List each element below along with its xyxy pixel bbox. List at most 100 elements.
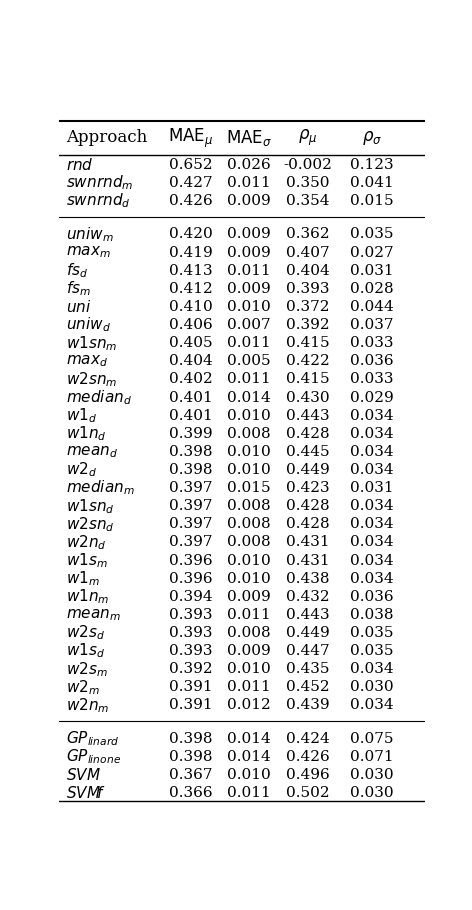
Text: 0.401: 0.401	[169, 409, 212, 422]
Text: 0.009: 0.009	[228, 590, 271, 603]
Text: 0.398: 0.398	[169, 463, 212, 477]
Text: 0.398: 0.398	[169, 445, 212, 459]
Text: 0.393: 0.393	[169, 608, 212, 622]
Text: 0.123: 0.123	[350, 157, 394, 172]
Text: 0.496: 0.496	[286, 768, 329, 783]
Text: 0.071: 0.071	[350, 750, 394, 764]
Text: 0.420: 0.420	[169, 228, 212, 241]
Text: 0.445: 0.445	[286, 445, 329, 459]
Text: 0.405: 0.405	[169, 336, 212, 350]
Text: 0.452: 0.452	[286, 681, 329, 694]
Text: 0.010: 0.010	[228, 300, 271, 314]
Text: 0.399: 0.399	[169, 427, 212, 440]
Text: $\mathit{w2}_{\mathit{d}}$: $\mathit{w2}_{\mathit{d}}$	[66, 460, 97, 480]
Text: 0.033: 0.033	[350, 372, 394, 387]
Text: 0.407: 0.407	[286, 246, 329, 259]
Text: $\mathit{GP}_{\mathit{linone}}$: $\mathit{GP}_{\mathit{linone}}$	[66, 748, 121, 766]
Text: 0.011: 0.011	[228, 264, 271, 278]
Text: 0.027: 0.027	[350, 246, 394, 259]
Text: 0.350: 0.350	[286, 176, 329, 190]
Text: 0.367: 0.367	[169, 768, 212, 783]
Text: $\mathit{w1sn}_{\mathit{d}}$: $\mathit{w1sn}_{\mathit{d}}$	[66, 497, 115, 516]
Text: 0.431: 0.431	[286, 535, 329, 550]
Text: 0.397: 0.397	[169, 481, 212, 495]
Text: $\mathit{GP}_{\mathit{linard}}$: $\mathit{GP}_{\mathit{linard}}$	[66, 730, 120, 748]
Text: $\mathit{median}_{\mathit{m}}$: $\mathit{median}_{\mathit{m}}$	[66, 479, 135, 498]
Text: $\mathit{w2s}_{\mathit{m}}$: $\mathit{w2s}_{\mathit{m}}$	[66, 660, 108, 679]
Text: 0.008: 0.008	[228, 535, 271, 550]
Text: 0.035: 0.035	[350, 644, 394, 658]
Text: 0.034: 0.034	[350, 699, 394, 713]
Text: 0.401: 0.401	[169, 390, 212, 405]
Text: 0.005: 0.005	[228, 354, 271, 369]
Text: 0.393: 0.393	[286, 282, 329, 296]
Text: 0.034: 0.034	[350, 553, 394, 568]
Text: 0.449: 0.449	[286, 626, 329, 640]
Text: 0.394: 0.394	[169, 590, 212, 603]
Text: 0.014: 0.014	[228, 750, 271, 764]
Text: 0.015: 0.015	[350, 194, 394, 208]
Text: 0.397: 0.397	[169, 535, 212, 550]
Text: 0.011: 0.011	[228, 786, 271, 800]
Text: $\mathit{w2sn}_{\mathit{d}}$: $\mathit{w2sn}_{\mathit{d}}$	[66, 515, 115, 533]
Text: 0.422: 0.422	[286, 354, 329, 369]
Text: 0.011: 0.011	[228, 681, 271, 694]
Text: 0.397: 0.397	[169, 517, 212, 531]
Text: 0.366: 0.366	[169, 786, 212, 800]
Text: 0.423: 0.423	[286, 481, 329, 495]
Text: 0.034: 0.034	[350, 409, 394, 422]
Text: 0.037: 0.037	[350, 318, 394, 332]
Text: $\mathit{SVM\!f}$: $\mathit{SVM\!f}$	[66, 785, 106, 802]
Text: $\mathit{w2n}_{\mathit{d}}$: $\mathit{w2n}_{\mathit{d}}$	[66, 533, 107, 551]
Text: 0.428: 0.428	[286, 517, 329, 531]
Text: 0.044: 0.044	[350, 300, 394, 314]
Text: 0.009: 0.009	[228, 246, 271, 259]
Text: 0.011: 0.011	[228, 336, 271, 350]
Text: $\mathit{w1sn}_{\mathit{m}}$: $\mathit{w1sn}_{\mathit{m}}$	[66, 334, 118, 352]
Text: 0.427: 0.427	[169, 176, 212, 190]
Text: 0.034: 0.034	[350, 463, 394, 477]
Text: -0.002: -0.002	[283, 157, 332, 172]
Text: 0.392: 0.392	[169, 662, 212, 676]
Text: 0.028: 0.028	[350, 282, 394, 296]
Text: $\mathit{w1n}_{\mathit{m}}$: $\mathit{w1n}_{\mathit{m}}$	[66, 588, 110, 606]
Text: 0.010: 0.010	[228, 662, 271, 676]
Text: 0.034: 0.034	[350, 500, 394, 513]
Text: 0.402: 0.402	[169, 372, 212, 387]
Text: 0.034: 0.034	[350, 535, 394, 550]
Text: 0.393: 0.393	[169, 626, 212, 640]
Text: 0.430: 0.430	[286, 390, 329, 405]
Text: 0.030: 0.030	[350, 681, 394, 694]
Text: 0.010: 0.010	[228, 445, 271, 459]
Text: 0.009: 0.009	[228, 194, 271, 208]
Text: 0.435: 0.435	[286, 662, 329, 676]
Text: 0.010: 0.010	[228, 571, 271, 586]
Text: 0.011: 0.011	[228, 372, 271, 387]
Text: $\mathit{median}_{\mathit{d}}$: $\mathit{median}_{\mathit{d}}$	[66, 389, 132, 407]
Text: 0.415: 0.415	[286, 372, 329, 387]
Text: 0.041: 0.041	[350, 176, 394, 190]
Text: 0.428: 0.428	[286, 500, 329, 513]
Text: 0.392: 0.392	[286, 318, 329, 332]
Text: 0.009: 0.009	[228, 228, 271, 241]
Text: 0.391: 0.391	[169, 699, 212, 713]
Text: 0.008: 0.008	[228, 517, 271, 531]
Text: 0.439: 0.439	[286, 699, 329, 713]
Text: 0.036: 0.036	[350, 354, 394, 369]
Text: $\mathrm{MAE}_{\mu}$: $\mathrm{MAE}_{\mu}$	[168, 126, 213, 149]
Text: 0.029: 0.029	[350, 390, 394, 405]
Text: $\mathit{w1s}_{\mathit{d}}$: $\mathit{w1s}_{\mathit{d}}$	[66, 642, 105, 661]
Text: 0.075: 0.075	[350, 732, 394, 746]
Text: 0.398: 0.398	[169, 750, 212, 764]
Text: $\mathit{w1n}_{\mathit{d}}$: $\mathit{w1n}_{\mathit{d}}$	[66, 424, 107, 443]
Text: 0.424: 0.424	[286, 732, 329, 746]
Text: 0.007: 0.007	[228, 318, 271, 332]
Text: 0.034: 0.034	[350, 517, 394, 531]
Text: $\mathit{w1}_{\mathit{m}}$: $\mathit{w1}_{\mathit{m}}$	[66, 570, 100, 588]
Text: 0.502: 0.502	[286, 786, 329, 800]
Text: 0.010: 0.010	[228, 553, 271, 568]
Text: 0.426: 0.426	[169, 194, 212, 208]
Text: 0.031: 0.031	[350, 481, 394, 495]
Text: 0.404: 0.404	[286, 264, 329, 278]
Text: 0.035: 0.035	[350, 228, 394, 241]
